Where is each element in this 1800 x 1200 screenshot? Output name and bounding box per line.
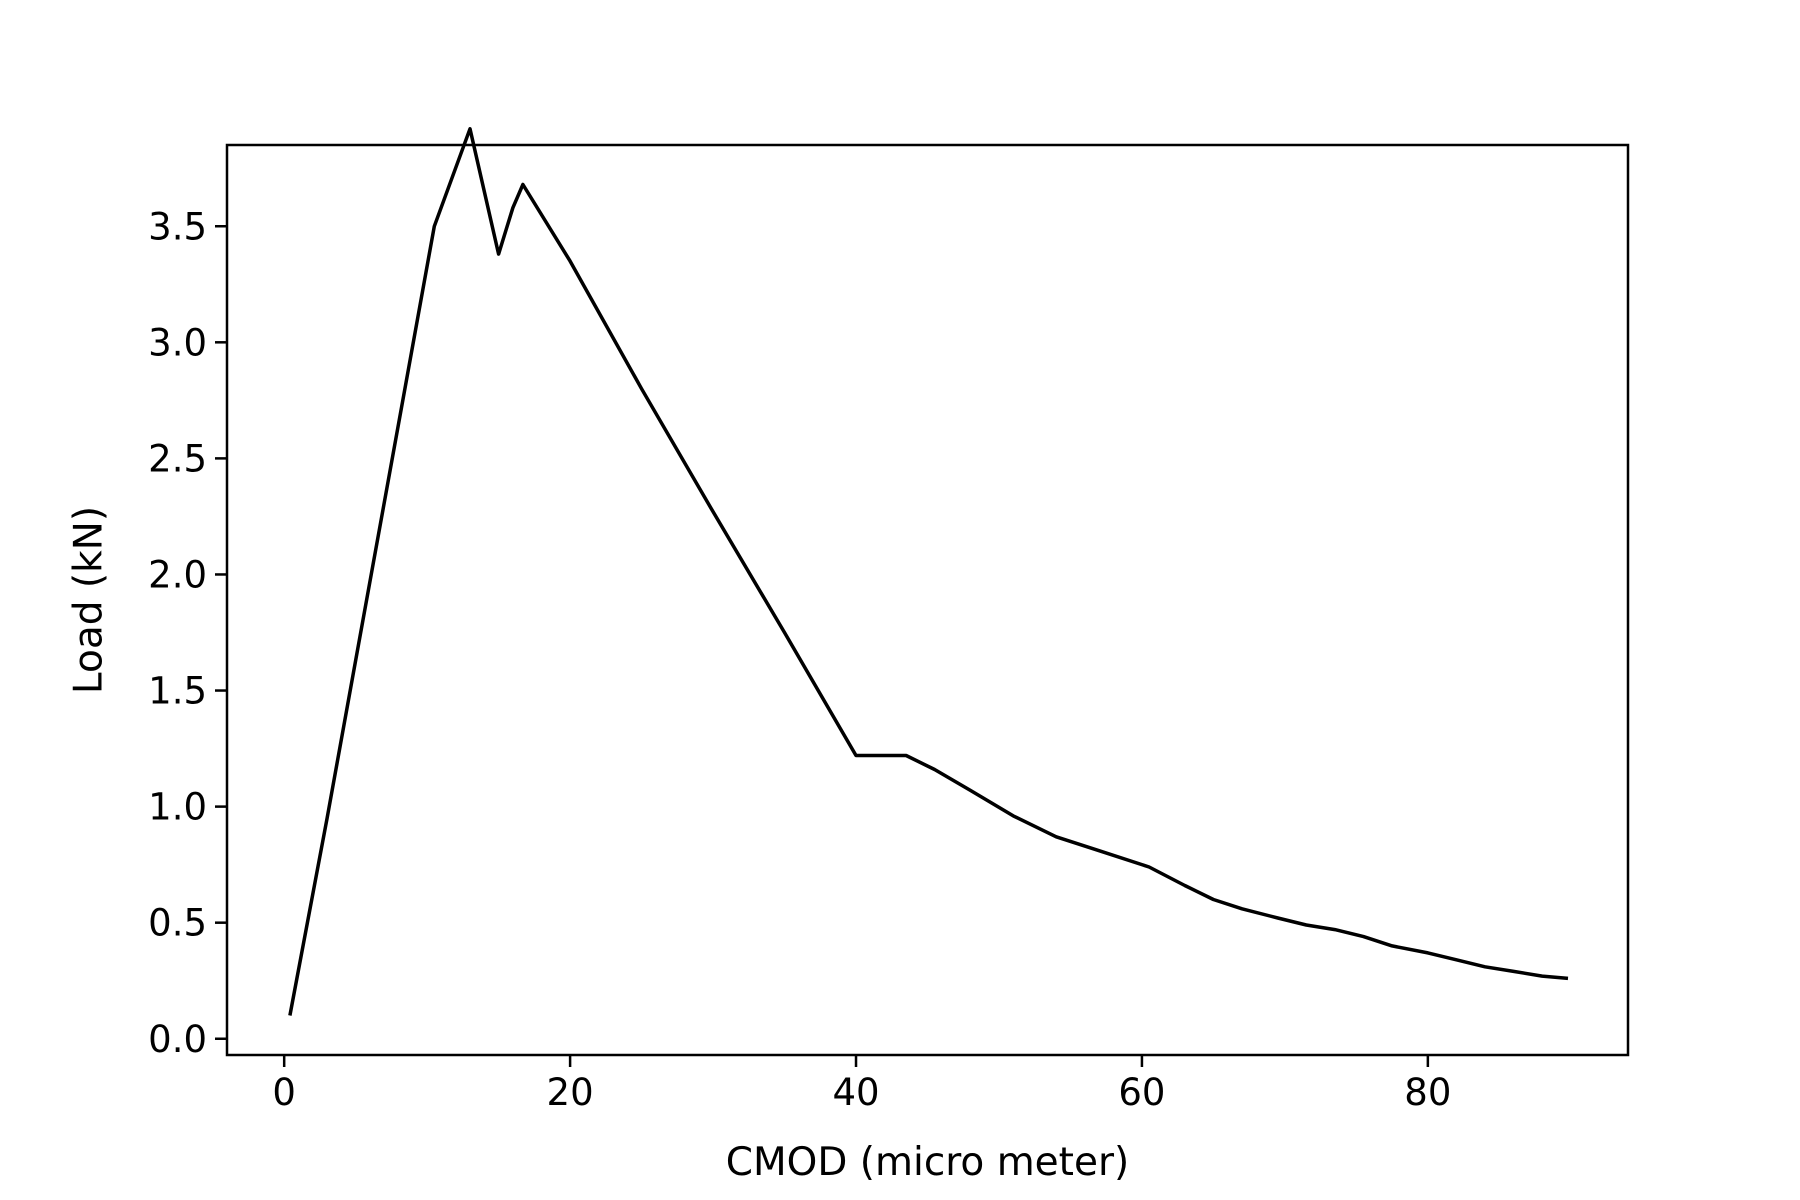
axes-frame	[225, 143, 1630, 1057]
y-tick-label: 1.0	[148, 786, 207, 829]
x-tick-label: 40	[832, 1071, 879, 1114]
plot-area	[288, 127, 1569, 1016]
series-line	[288, 127, 1569, 1016]
y-tick-label: 3.0	[148, 321, 207, 364]
y-tick-label: 0.5	[148, 902, 207, 945]
y-tick-label: 3.5	[148, 205, 207, 248]
y-axis-label: Load (kN)	[67, 506, 112, 694]
x-tick-label: 60	[1118, 1071, 1165, 1114]
y-tick-label: 2.5	[148, 437, 207, 480]
x-tick-label: 20	[547, 1071, 594, 1114]
y-tick-label: 2.0	[148, 553, 207, 596]
x-tick-label: 0	[272, 1071, 296, 1114]
y-tick-label: 0.0	[148, 1018, 207, 1061]
x-tick-label: 80	[1404, 1071, 1451, 1114]
y-tick-label: 1.5	[148, 670, 207, 713]
x-axis-label: CMOD (micro meter)	[726, 1140, 1129, 1185]
tick-marks: 0 20 40 60 80 0.0 0.5 1.0 1.5 2.0 2.5 3.0 3.5	[148, 205, 1451, 1114]
